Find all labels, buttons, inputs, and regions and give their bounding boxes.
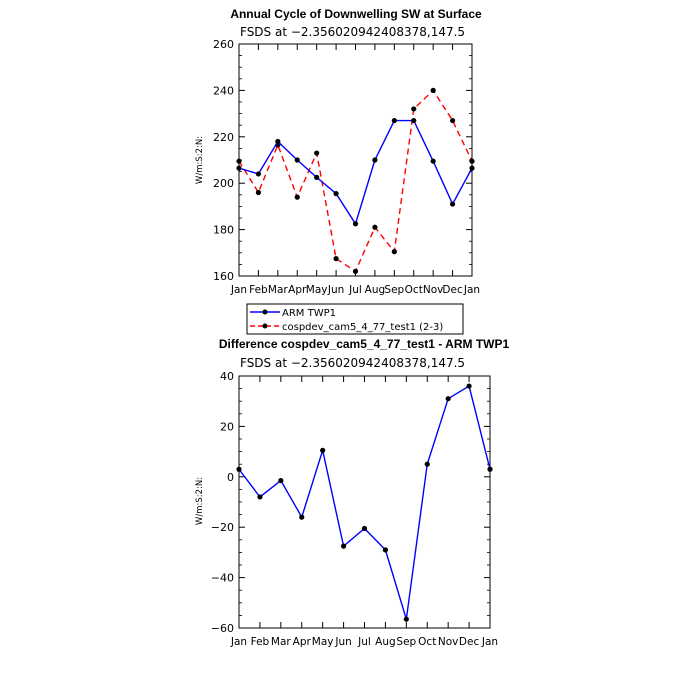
data-point <box>487 466 493 472</box>
y-tick-label: 260 <box>213 38 234 51</box>
x-tick-label: Sep <box>384 284 404 296</box>
chart-subtitle: FSDS at −2.356020942408378,147.5 <box>240 25 465 39</box>
plot-frame <box>238 375 491 629</box>
legend-label-model: cospdev_cam5_4_77_test1 (2-3) <box>282 322 443 333</box>
y-tick-label: 40 <box>220 370 234 383</box>
data-point <box>445 396 451 402</box>
y-tick-label: 0 <box>227 471 234 484</box>
x-tick-label: Jan <box>463 284 480 296</box>
data-point <box>430 87 436 93</box>
legend-marker-arm <box>262 309 268 315</box>
y-tick-label: −60 <box>211 622 234 635</box>
x-tick-label: Dec <box>442 284 463 296</box>
x-tick-label: Jun <box>327 284 344 296</box>
y-axis-label: W/m:S:2:N: <box>195 136 205 184</box>
x-tick-label: Jul <box>348 284 362 296</box>
x-tick-label: Oct <box>405 284 423 296</box>
data-point <box>278 477 284 484</box>
legend-marker-model <box>262 323 268 329</box>
data-point <box>236 165 242 171</box>
data-point <box>411 106 417 112</box>
legend-box <box>246 303 464 335</box>
x-tick-label: Feb <box>251 636 270 648</box>
data-point <box>449 201 456 207</box>
data-point <box>314 174 320 180</box>
data-point <box>469 158 475 164</box>
x-tick-label: Oct <box>418 636 436 648</box>
data-point <box>314 150 320 156</box>
data-point <box>449 117 456 124</box>
data-point <box>424 461 430 467</box>
legend-label-arm: ARM TWP1 <box>282 308 336 319</box>
data-point <box>275 138 281 145</box>
chart-title: Difference cospdev_cam5_4_77_test1 - ARM… <box>219 337 510 351</box>
data-point <box>430 158 436 164</box>
y-tick-label: 240 <box>213 84 234 97</box>
chart-subtitle: FSDS at −2.356020942408378,147.5 <box>240 356 465 370</box>
data-point <box>466 383 472 389</box>
data-point <box>411 117 417 124</box>
x-tick-label: Apr <box>293 636 312 648</box>
data-point <box>382 547 389 553</box>
x-tick-label: Dec <box>459 636 480 648</box>
x-tick-label: Feb <box>249 284 268 296</box>
x-tick-label: May <box>312 636 334 648</box>
data-point <box>255 171 262 177</box>
x-tick-label: Mar <box>268 284 288 296</box>
y-tick-label: −40 <box>211 572 234 585</box>
data-point <box>469 165 475 171</box>
data-point <box>372 157 378 163</box>
data-point <box>333 256 339 262</box>
x-tick-label: Sep <box>396 636 416 648</box>
x-tick-label: Jun <box>334 636 351 648</box>
series-line <box>238 119 473 226</box>
data-point <box>403 616 409 622</box>
x-tick-label: Nov <box>423 284 444 296</box>
data-point <box>372 224 378 230</box>
x-tick-label: Jan <box>230 636 247 648</box>
x-tick-label: Aug <box>365 284 386 296</box>
y-tick-label: 160 <box>213 270 234 283</box>
x-tick-label: Nov <box>438 636 459 648</box>
plot-frame <box>238 43 473 277</box>
series-line <box>238 384 491 620</box>
x-tick-label: Apr <box>288 284 307 296</box>
data-point <box>352 268 359 274</box>
y-tick-label: 20 <box>220 420 234 433</box>
data-point <box>236 158 242 164</box>
y-tick-label: −20 <box>211 521 234 534</box>
x-tick-label: Mar <box>271 636 291 648</box>
data-point <box>391 249 397 255</box>
x-tick-label: Jan <box>481 636 498 648</box>
x-tick-label: May <box>306 284 328 296</box>
x-tick-label: Jul <box>357 636 371 648</box>
data-point <box>333 191 339 197</box>
data-point <box>391 117 397 124</box>
chart-difference: Difference cospdev_cam5_4_77_test1 - ARM… <box>195 337 509 648</box>
chart-title: Annual Cycle of Downwelling SW at Surfac… <box>230 7 482 21</box>
data-point <box>255 189 262 196</box>
x-tick-label: Jan <box>230 284 247 296</box>
data-point <box>257 494 263 500</box>
data-point <box>361 525 368 532</box>
data-point <box>320 447 326 453</box>
data-point <box>294 194 300 200</box>
data-point <box>352 221 359 227</box>
series-line <box>238 89 473 273</box>
y-axis-label: W/m:S:2:N: <box>195 477 205 525</box>
y-tick-label: 200 <box>213 177 234 190</box>
y-tick-label: 180 <box>213 224 234 237</box>
data-point <box>236 466 242 472</box>
x-tick-label: Aug <box>375 636 396 648</box>
chart-annual-cycle: Annual Cycle of Downwelling SW at Surfac… <box>195 7 482 296</box>
data-point <box>340 543 347 549</box>
y-tick-label: 220 <box>213 131 234 144</box>
legend: ARM TWP1 cospdev_cam5_4_77_test1 (2-3) <box>246 303 464 335</box>
data-point <box>299 514 305 520</box>
data-point <box>294 157 300 163</box>
